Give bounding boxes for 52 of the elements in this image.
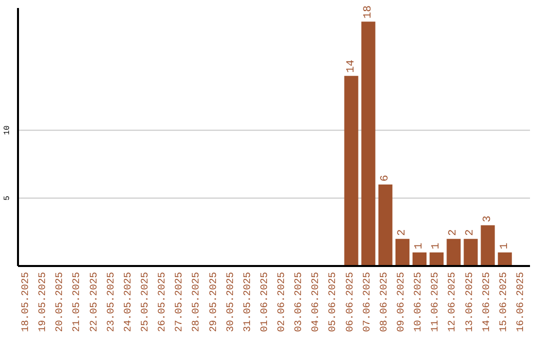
x-tick-label: 02.06.2025 <box>277 272 288 332</box>
data-label: 18 <box>362 5 374 19</box>
x-tick-label: 15.06.2025 <box>498 272 510 332</box>
x-tick-label: 01.06.2025 <box>260 272 271 332</box>
data-label: 2 <box>464 229 477 236</box>
x-tick-label: 29.05.2025 <box>208 272 220 332</box>
bar <box>498 252 512 266</box>
data-label: 14 <box>345 59 358 73</box>
x-tick-label: 22.05.2025 <box>89 272 100 332</box>
y-tick-label: 5 <box>3 196 12 201</box>
data-label: 1 <box>414 242 426 250</box>
x-tick-label: 04.06.2025 <box>311 272 322 332</box>
bar <box>412 252 427 266</box>
x-tick-label: 25.05.2025 <box>140 272 152 332</box>
y-tick-label: 10 <box>3 125 12 136</box>
data-label: 1 <box>498 242 511 250</box>
data-label: 3 <box>482 216 494 222</box>
bar <box>344 76 358 266</box>
bar <box>480 225 495 266</box>
x-tick-label: 21.05.2025 <box>72 272 84 332</box>
x-tick-label: 16.06.2025 <box>516 272 527 332</box>
bar <box>395 238 410 266</box>
x-tick-label: 31.05.2025 <box>242 272 254 332</box>
bar <box>430 252 444 266</box>
x-tick-label: 03.06.2025 <box>294 272 306 332</box>
x-tick-label: 26.05.2025 <box>158 272 169 332</box>
data-label: 6 <box>379 174 392 182</box>
x-tick-label: 18.05.2025 <box>21 272 32 332</box>
x-tick-label: 07.06.2025 <box>362 272 374 332</box>
x-tick-label: 30.05.2025 <box>226 272 237 332</box>
bar <box>464 238 478 266</box>
x-tick-label: 09.06.2025 <box>396 272 408 332</box>
x-tick-label: 19.05.2025 <box>38 272 50 332</box>
x-tick-label: 23.05.2025 <box>106 272 118 332</box>
x-tick-label: 27.05.2025 <box>174 272 186 332</box>
x-tick-label: 13.06.2025 <box>464 272 476 332</box>
x-tick-label: 10.06.2025 <box>414 272 425 332</box>
data-label: 2 <box>396 229 408 236</box>
x-tick-label: 20.05.2025 <box>55 272 66 332</box>
x-tick-label: 14.06.2025 <box>482 272 493 332</box>
x-tick-label: 06.06.2025 <box>345 272 356 332</box>
x-tick-label: 12.06.2025 <box>448 272 459 332</box>
bar <box>446 238 461 266</box>
x-tick-label: 24.05.2025 <box>123 272 134 332</box>
bar <box>361 22 376 266</box>
data-label: 2 <box>448 229 460 236</box>
x-tick-label: 08.06.2025 <box>379 272 390 332</box>
data-label: 1 <box>430 242 443 250</box>
x-tick-label: 05.06.2025 <box>328 272 340 332</box>
x-tick-label: 28.05.2025 <box>192 272 203 332</box>
x-tick-label: 11.06.2025 <box>430 272 442 332</box>
bar <box>378 184 392 266</box>
